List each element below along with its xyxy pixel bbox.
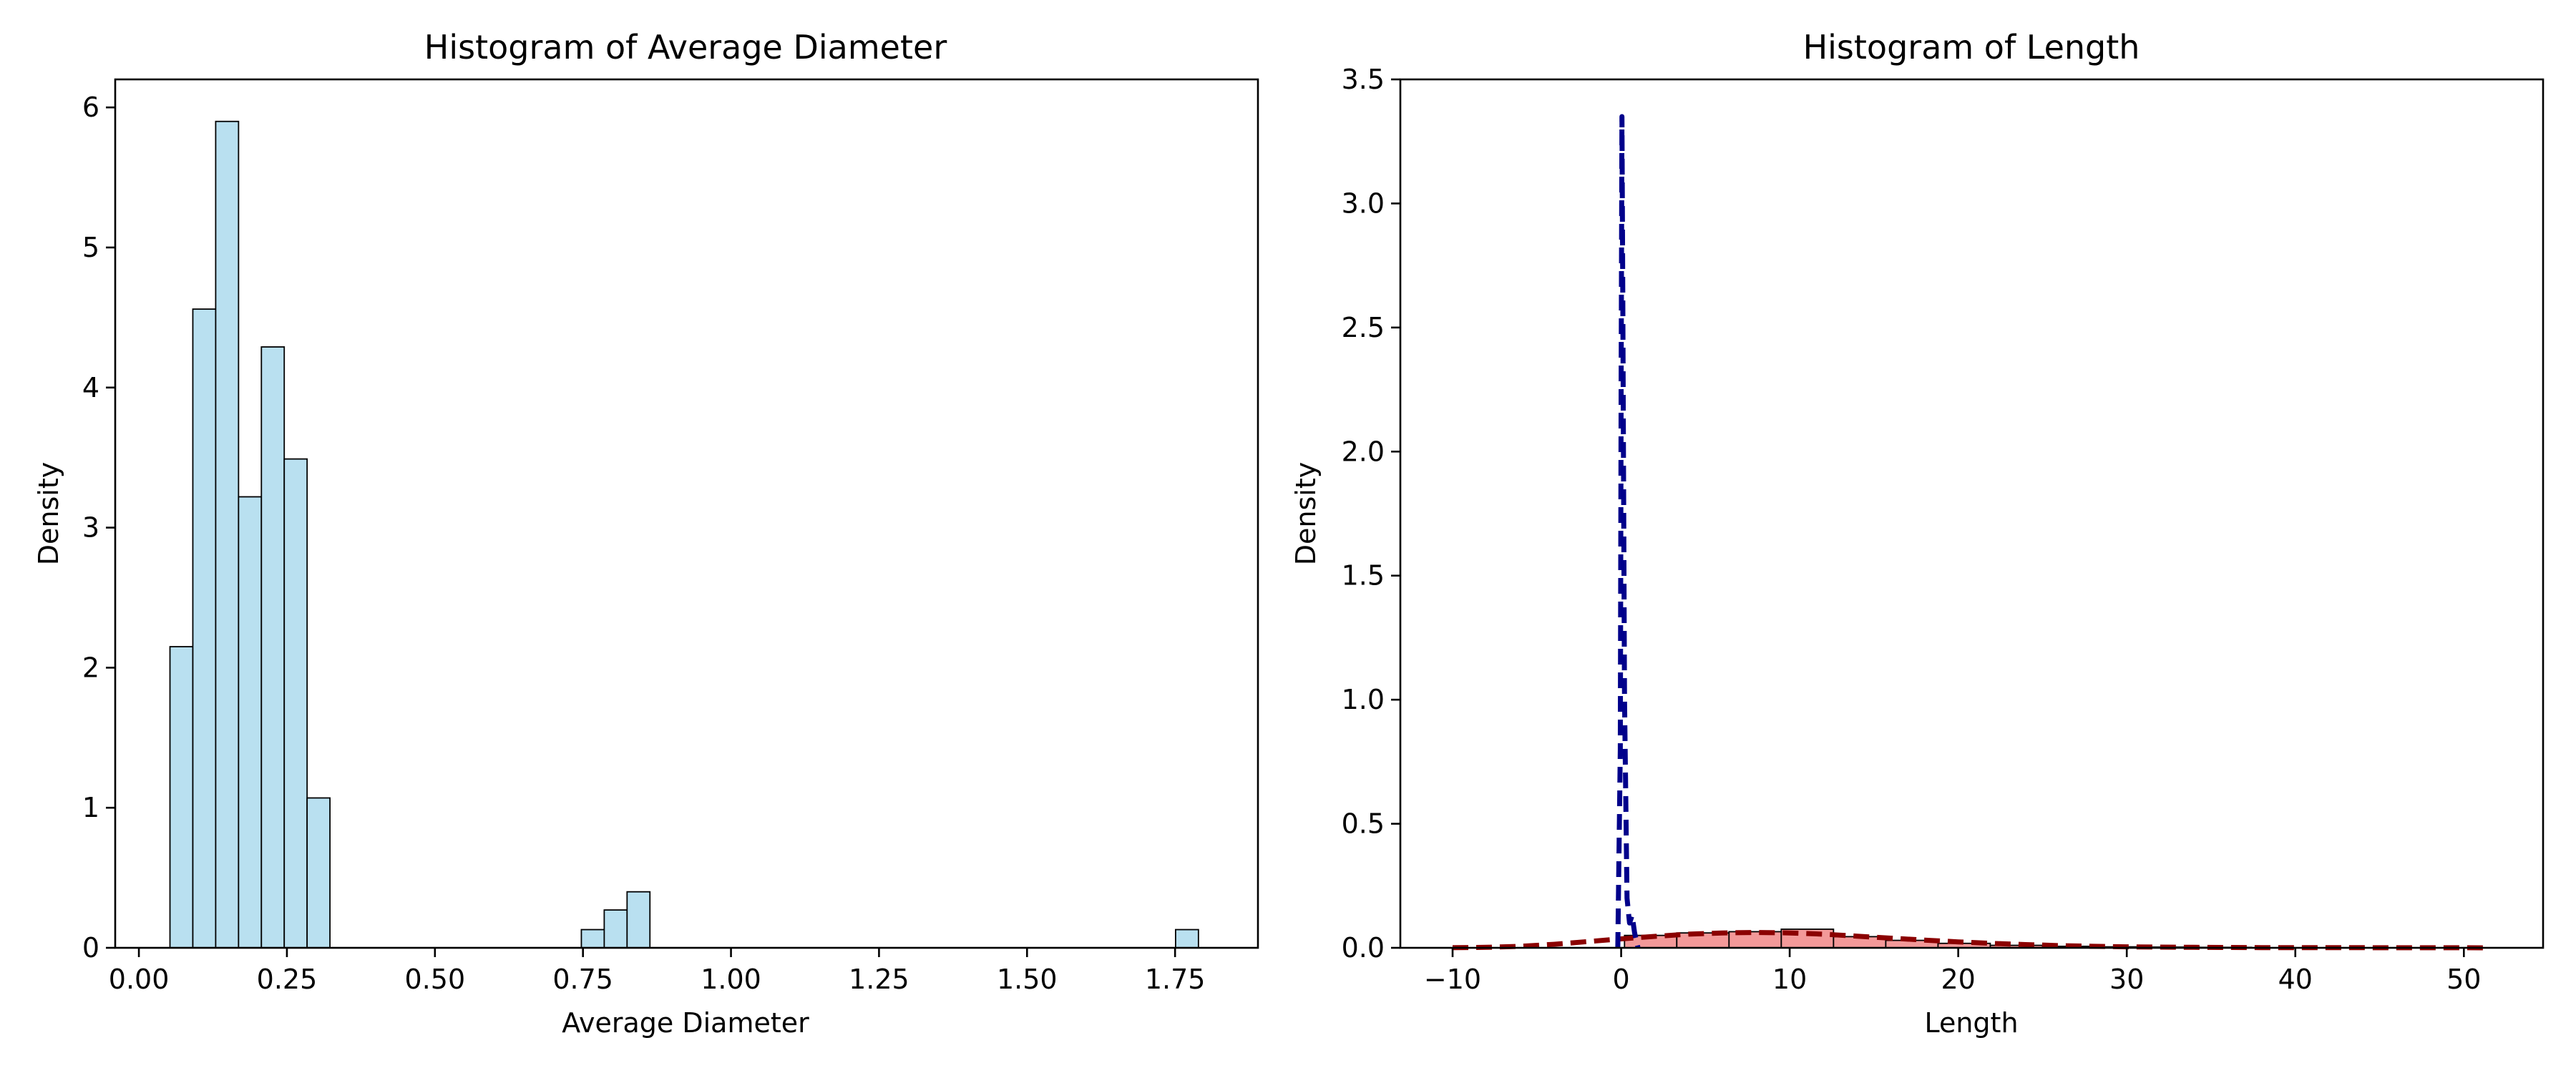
x-tick-label: 50 (2446, 964, 2481, 995)
y-axis-label: Density (33, 462, 64, 565)
histogram-bar (626, 891, 651, 949)
x-axis-label: Length (1924, 1007, 2018, 1039)
chart-title: Histogram of Average Diameter (424, 28, 947, 67)
y-tick-label: 3.0 (1342, 187, 1385, 219)
x-tick-label: 0.50 (405, 964, 466, 995)
y-tick-label: 6 (82, 92, 99, 123)
histogram-bar (580, 929, 605, 949)
x-tick-label: 1.50 (997, 964, 1058, 995)
histogram-average-diameter: Histogram of Average Diameter 0.00 0.25 0.… (33, 28, 1259, 1039)
y-tick-label: 1 (82, 792, 99, 823)
histogram-bar (1175, 929, 1199, 949)
plot-frame (1399, 78, 2545, 949)
x-tick-label: 0.75 (552, 964, 613, 995)
y-tick-label: 2.5 (1342, 312, 1385, 343)
y-tick-label: 0 (82, 932, 99, 964)
x-tick-label: 20 (1941, 964, 1975, 995)
histogram-bar (260, 346, 286, 949)
histogram-bar (306, 797, 331, 949)
y-tick-label: 2.0 (1342, 436, 1385, 467)
x-tick-label: 1.75 (1145, 964, 1206, 995)
x-tick-label: 1.25 (849, 964, 909, 995)
y-tick-label: 0.5 (1342, 808, 1385, 840)
kde-line-red (1452, 930, 2489, 951)
x-tick-label: 10 (1772, 964, 1807, 995)
chart-title: Histogram of Length (1803, 28, 2140, 67)
histogram-bar (603, 909, 628, 949)
x-tick-label: 40 (2278, 964, 2313, 995)
histogram-bar (192, 308, 217, 949)
y-tick-label: 3.5 (1342, 64, 1385, 95)
histogram-length: Histogram of Length −10 0 10 20 30 40 50 0.00.… (1290, 28, 2545, 1039)
x-tick-label: 0 (1612, 964, 1629, 995)
y-tick-label: 1.5 (1342, 560, 1385, 592)
x-axis-label: Average Diameter (562, 1007, 809, 1039)
histogram-bar (169, 646, 194, 949)
y-tick-label: 2 (82, 652, 99, 683)
y-axis-label: Density (1290, 462, 1322, 565)
kde-lines (1452, 114, 2489, 951)
y-tick-label: 1.0 (1342, 684, 1385, 715)
y-tick-label: 4 (82, 372, 99, 403)
y-ticks: 0.0 0.5 1.0 1.5 2.0 2.5 3.0 3.5 (1342, 64, 1400, 964)
x-ticks: 0.00 0.25 0.50 0.75 1.00 1.25 1.50 1.75 (109, 948, 1206, 995)
y-ticks: 0 1 2 3 4 5 6 (82, 92, 115, 964)
bars (169, 120, 1199, 949)
histogram-bar (215, 120, 240, 949)
y-tick-label: 3 (82, 512, 99, 544)
x-tick-label: −10 (1424, 964, 1481, 995)
histogram-bar (283, 458, 308, 949)
x-tick-label: 30 (2109, 964, 2144, 995)
plot-frame (114, 78, 1259, 949)
x-tick-label: 1.00 (701, 964, 761, 995)
x-tick-label: 0.00 (109, 964, 170, 995)
y-tick-label: 0.0 (1342, 932, 1385, 964)
y-tick-label: 5 (82, 232, 99, 263)
histogram-bar (238, 496, 263, 949)
x-ticks: −10 0 10 20 30 40 50 (1424, 948, 2481, 995)
x-tick-label: 0.25 (257, 964, 318, 995)
kde-line-blue (1615, 114, 1641, 949)
